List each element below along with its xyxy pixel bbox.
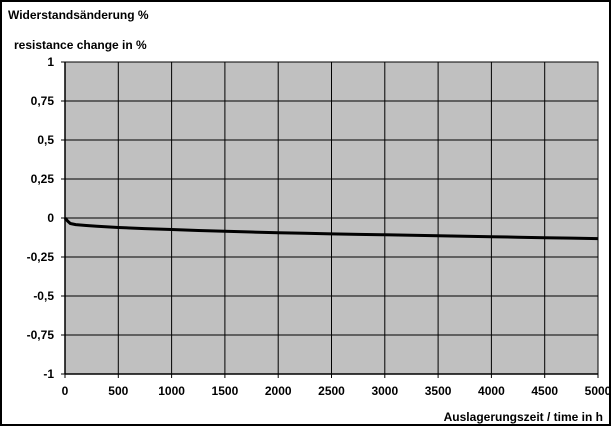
x-tick-label: 5000 bbox=[585, 384, 612, 398]
x-axis-label: Auslagerungszeit / time in h bbox=[444, 410, 603, 424]
y-tick-label: 0,5 bbox=[37, 133, 54, 147]
y-tick-label: -1 bbox=[43, 367, 54, 381]
tick-labels: 0 500 1000 1500 2000 2500 3000 3500 4000 4500 5000… bbox=[27, 55, 612, 398]
y-tick-label: -0,25 bbox=[27, 250, 55, 264]
x-tick-label: 3000 bbox=[371, 384, 398, 398]
x-tick-label: 2500 bbox=[318, 384, 345, 398]
y-tick-label: 0,75 bbox=[31, 94, 55, 108]
y-tick-label: 0,25 bbox=[31, 172, 55, 186]
y-tick-label: -0,5 bbox=[33, 289, 54, 303]
series-layer bbox=[63, 217, 599, 241]
y-axis-label-english: resistance change in % bbox=[14, 38, 147, 52]
y-tick-label: 0 bbox=[47, 211, 54, 225]
series-line bbox=[63, 217, 599, 241]
y-axis-label-german: Widerstandsänderung % bbox=[8, 8, 149, 22]
x-tick-label: 1000 bbox=[158, 384, 185, 398]
x-tick-label: 4000 bbox=[478, 384, 505, 398]
y-tick-label: -0,75 bbox=[27, 328, 55, 342]
x-tick-label: 0 bbox=[62, 384, 69, 398]
x-tick-label: 4500 bbox=[531, 384, 558, 398]
x-tick-label: 3500 bbox=[425, 384, 452, 398]
x-tick-label: 500 bbox=[108, 384, 128, 398]
x-tick-label: 2000 bbox=[265, 384, 292, 398]
y-tick-label: 1 bbox=[47, 55, 54, 69]
x-tick-label: 1500 bbox=[212, 384, 239, 398]
